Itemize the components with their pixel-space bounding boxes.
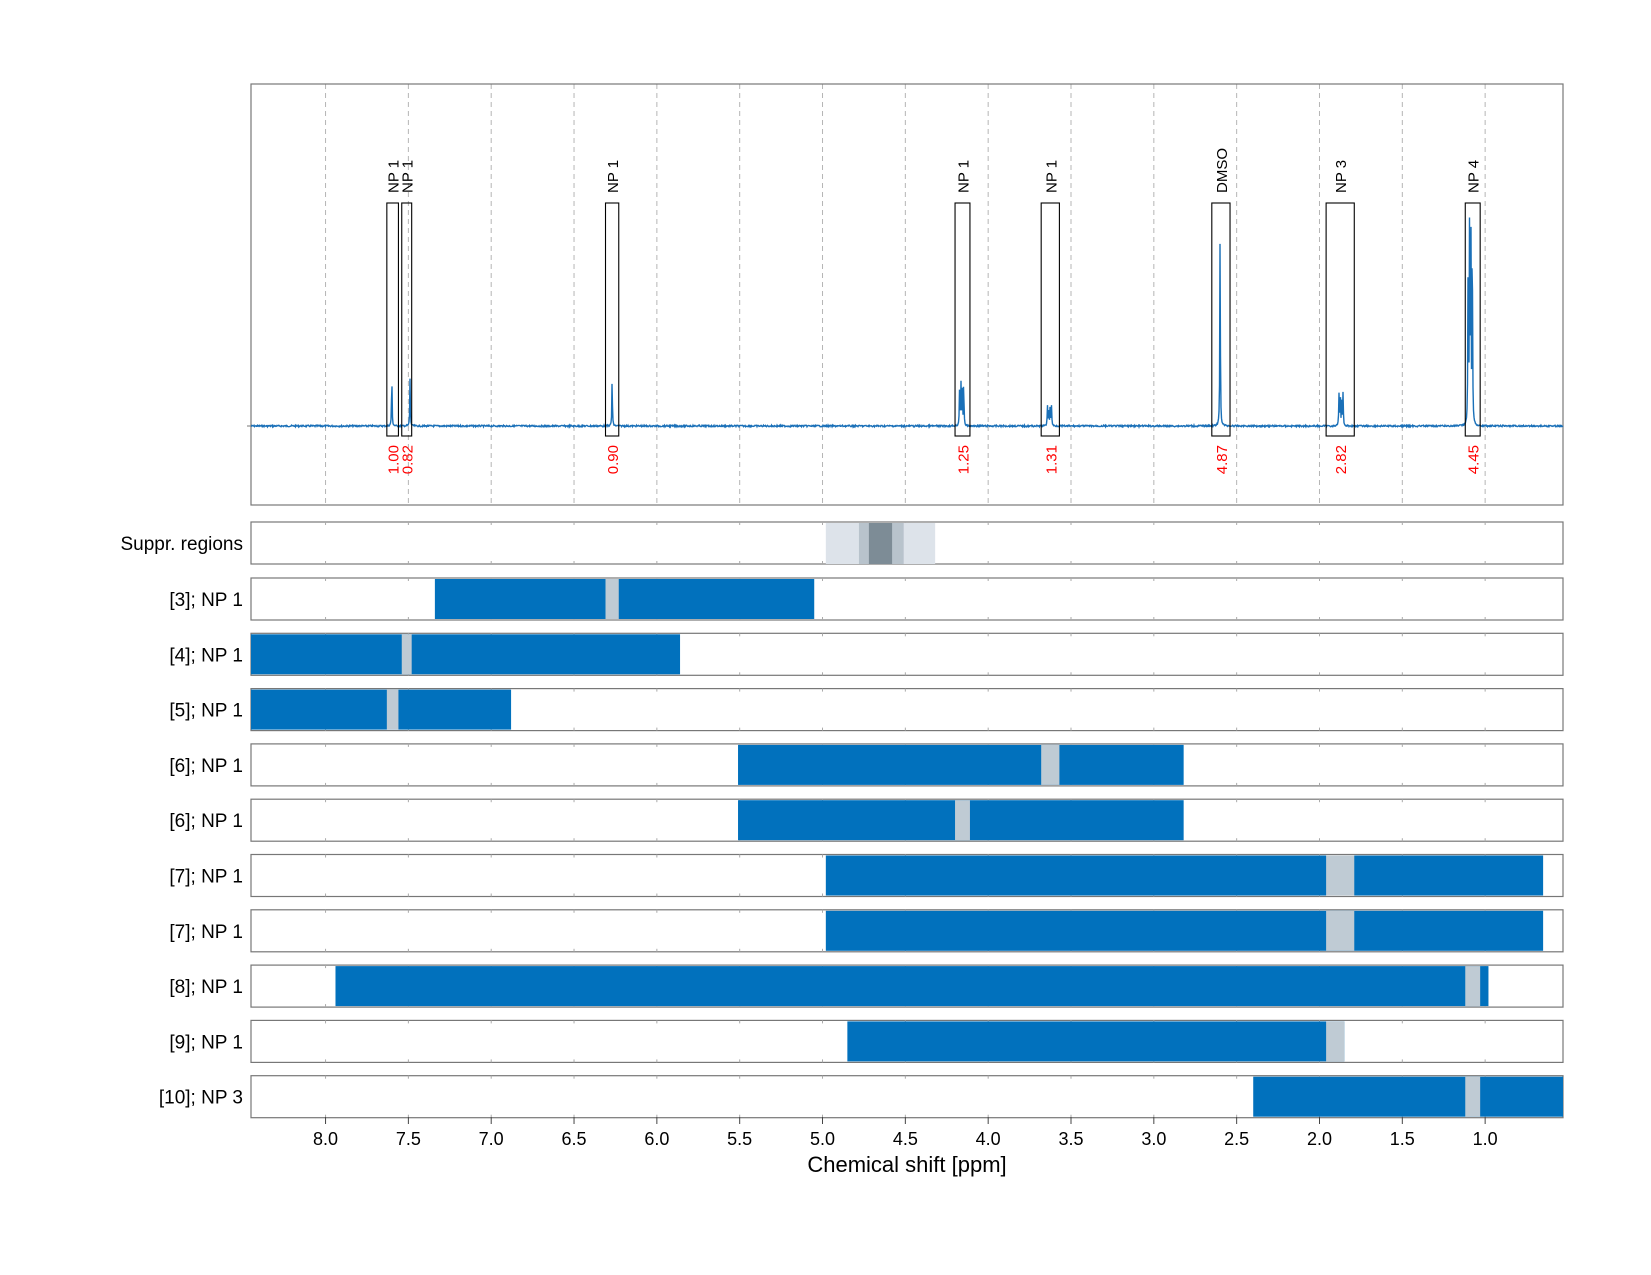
x-tick-label: 6.5: [562, 1129, 587, 1149]
peak-box: [386, 202, 399, 437]
peak-label: NP 1: [386, 160, 403, 193]
track-peak-marker: [1326, 910, 1355, 951]
x-tick-label: 7.0: [479, 1129, 504, 1149]
integral-value: 1.00: [386, 445, 403, 474]
x-axis: 8.0 7.5 7.0 6.5 6.0 5.5 5.0 4.5 4.0 3.5 3.0 2.5 2.0 1…: [313, 1117, 1498, 1149]
x-tick-label: 3.0: [1141, 1129, 1166, 1149]
peak-label: NP 3: [1333, 160, 1350, 193]
integral-value: 1.25: [955, 445, 972, 474]
x-tick-label: 5.0: [810, 1129, 835, 1149]
track-label: [5]; NP 1: [169, 701, 243, 722]
track-label: [6]; NP 1: [169, 756, 243, 777]
peak-box: [1211, 202, 1231, 437]
x-tick-label: 6.0: [644, 1129, 669, 1149]
track-range-bar: [825, 910, 1544, 951]
integral-value: 4.87: [1214, 445, 1231, 474]
x-axis-title: Chemical shift [ppm]: [807, 1152, 1006, 1177]
x-tick-label: 7.5: [396, 1129, 421, 1149]
peak-box: [604, 202, 620, 437]
integral-value: 4.45: [1466, 445, 1483, 474]
track-peak-marker: [401, 634, 412, 675]
suppressed-regions-label: Suppr. regions: [120, 534, 243, 555]
x-tick-label: 8.0: [313, 1129, 338, 1149]
x-tick-label: 4.5: [893, 1129, 918, 1149]
track-label: [7]; NP 1: [169, 922, 243, 943]
peak-label: NP 1: [955, 160, 972, 193]
track-peak-marker: [1326, 1021, 1345, 1062]
suppressed-band: [868, 523, 893, 564]
peak-label: NP 1: [1043, 160, 1060, 193]
track-range-bar: [434, 579, 815, 619]
x-tick-label: 1.0: [1473, 1129, 1498, 1149]
x-tick-label: 4.0: [976, 1129, 1001, 1149]
peak-box: [1464, 202, 1481, 437]
track-peak-marker: [955, 800, 970, 841]
track-label: [4]; NP 1: [169, 645, 243, 666]
peak-box: [401, 202, 413, 437]
track-peak-marker: [1326, 855, 1355, 896]
track-label: [10]; NP 3: [159, 1088, 243, 1109]
x-tick-label: 1.5: [1390, 1129, 1415, 1149]
integral-value: 2.82: [1333, 445, 1350, 474]
integral-value: 1.31: [1043, 445, 1060, 474]
track-label: [3]; NP 1: [169, 590, 243, 611]
track-range-bar: [847, 1021, 1345, 1062]
track-range-bar: [1253, 1076, 1563, 1117]
track-label: [6]; NP 1: [169, 811, 243, 832]
track-peak-marker: [386, 689, 399, 730]
track-peak-marker: [1465, 966, 1481, 1007]
peak-label: NP 4: [1466, 160, 1483, 193]
peak-label: DMSO: [1214, 148, 1231, 193]
track-range-bar: [251, 689, 512, 730]
peak-box: [1040, 202, 1060, 437]
peak-box: [954, 202, 971, 437]
integral-value: 0.90: [605, 445, 622, 474]
spectrum-panel: NP 1 1.00 NP 1 0.82 NP 1 0.90 NP 1 1.25 NP 1 1.31…: [247, 83, 1564, 506]
peak-label: NP 1: [400, 160, 417, 193]
track-range-bar: [738, 744, 1184, 785]
grid-lines: [325, 84, 1486, 505]
x-tick-label: 2.5: [1224, 1129, 1249, 1149]
range-tracks: Suppr. regions [3]; NP 1 [4]; NP 1 [5]; NP …: [120, 521, 1564, 1119]
track-label: [7]; NP 1: [169, 867, 243, 888]
track-range-bar: [335, 966, 1489, 1007]
track-label: [8]; NP 1: [169, 977, 243, 998]
track-range-bar: [825, 855, 1544, 896]
peak-label: NP 1: [605, 160, 622, 193]
integral-value: 0.82: [400, 445, 417, 474]
track-peak-marker: [1465, 1076, 1481, 1117]
track-peak-marker: [605, 579, 619, 619]
peak-box: [1325, 202, 1355, 437]
spectrum-frame: [250, 83, 1564, 506]
track-label: [9]; NP 1: [169, 1032, 243, 1053]
x-tick-label: 3.5: [1058, 1129, 1083, 1149]
spectrum-line: [250, 217, 1564, 430]
track-range-bar: [251, 634, 681, 675]
x-tick-label: 5.5: [727, 1129, 752, 1149]
track-peak-marker: [1041, 744, 1060, 785]
x-tick-label: 2.0: [1307, 1129, 1332, 1149]
